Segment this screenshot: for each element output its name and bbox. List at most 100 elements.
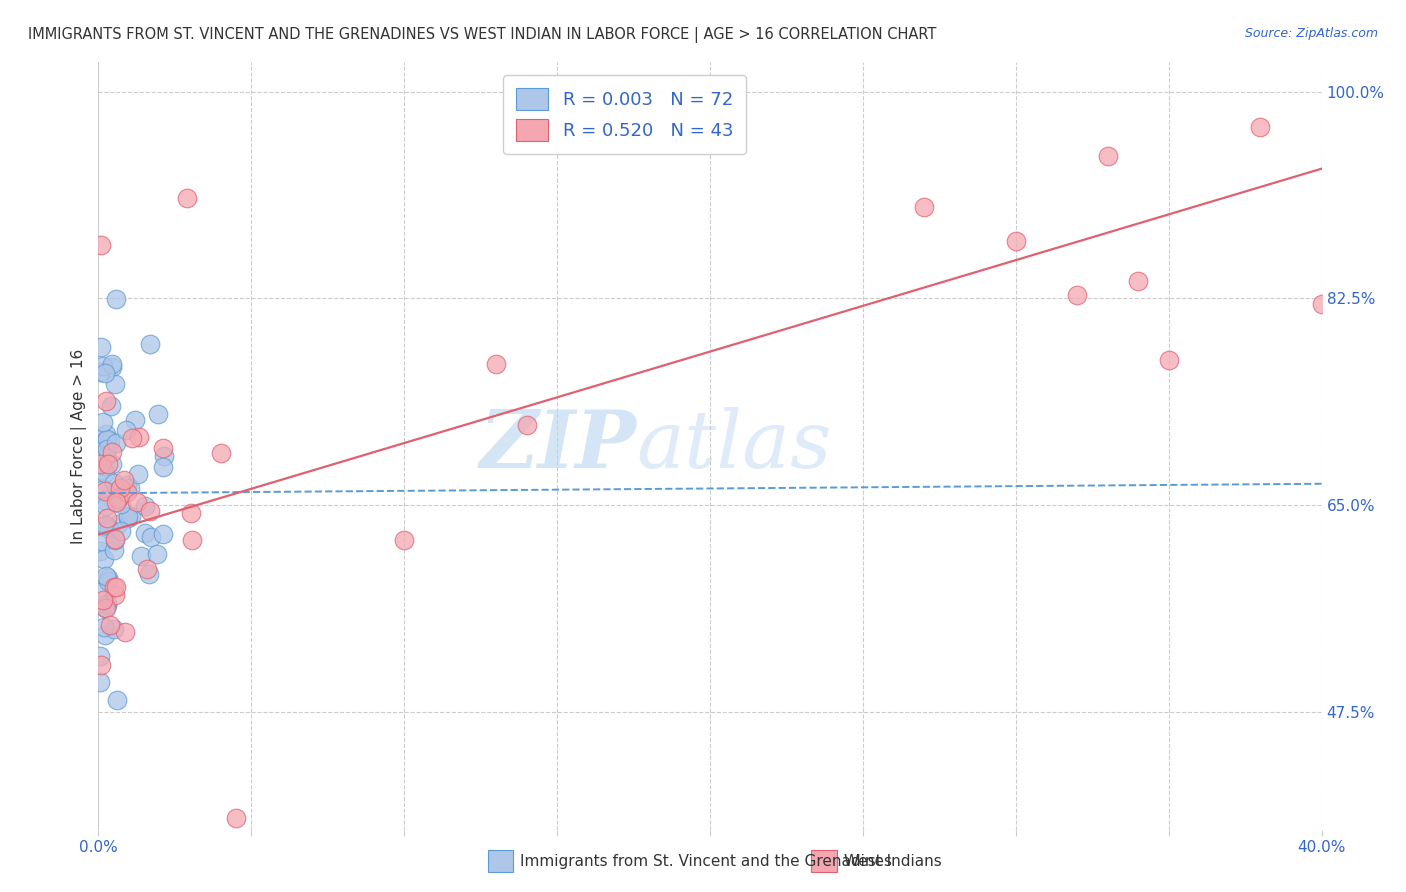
- Point: [96, 442, 118, 456]
- Point: [98, 434, 121, 449]
- Point: [138, 504, 160, 518]
- Point: [114, 625, 136, 640]
- Point: [209, 446, 232, 460]
- Point: [94, 427, 117, 442]
- Point: [94, 484, 117, 499]
- Text: IMMIGRANTS FROM ST. VINCENT AND THE GRENADINES VS WEST INDIAN IN LABOR FORCE | A: IMMIGRANTS FROM ST. VINCENT AND THE GREN…: [28, 27, 936, 43]
- Point: [89, 365, 111, 379]
- Point: [125, 494, 148, 508]
- Point: [115, 423, 138, 437]
- Point: [100, 458, 122, 472]
- Point: [94, 628, 117, 642]
- Point: [103, 622, 125, 636]
- Point: [134, 499, 156, 513]
- Point: [105, 692, 128, 706]
- Point: [94, 601, 117, 615]
- Point: [180, 507, 202, 521]
- Point: [96, 432, 118, 446]
- Point: [96, 499, 118, 513]
- Point: [97, 574, 120, 588]
- Point: [93, 620, 115, 634]
- Point: [90, 238, 112, 252]
- Point: [117, 509, 139, 524]
- Point: [91, 415, 114, 429]
- Point: [101, 444, 124, 458]
- Text: atlas: atlas: [637, 408, 832, 484]
- Point: [181, 533, 204, 548]
- Point: [101, 357, 124, 371]
- Point: [146, 407, 169, 421]
- Point: [152, 441, 174, 455]
- Point: [94, 433, 117, 447]
- Legend: R = 0.003   N = 72, R = 0.520   N = 43: R = 0.003 N = 72, R = 0.520 N = 43: [503, 75, 745, 153]
- Point: [1066, 288, 1088, 302]
- Point: [1157, 352, 1180, 367]
- Point: [104, 588, 127, 602]
- Point: [96, 598, 118, 612]
- Point: [516, 417, 538, 432]
- Point: [96, 601, 118, 615]
- Point: [94, 393, 117, 408]
- Point: [91, 359, 114, 373]
- Point: [134, 526, 156, 541]
- Point: [485, 357, 508, 371]
- Point: [225, 811, 247, 825]
- Point: [89, 585, 111, 599]
- Point: [97, 571, 120, 585]
- Point: [93, 551, 115, 566]
- Text: West Indians: West Indians: [844, 854, 942, 869]
- Point: [93, 458, 115, 473]
- Point: [392, 533, 416, 547]
- Point: [101, 359, 124, 374]
- Point: [146, 547, 169, 561]
- Point: [110, 497, 132, 511]
- Point: [94, 568, 117, 582]
- Point: [94, 466, 117, 480]
- Point: [93, 493, 115, 508]
- Point: [1310, 297, 1333, 311]
- Point: [100, 399, 122, 413]
- Point: [176, 191, 198, 205]
- Point: [93, 483, 115, 497]
- Point: [107, 517, 129, 532]
- Point: [103, 475, 125, 490]
- Point: [103, 542, 125, 557]
- Text: ZIP: ZIP: [479, 408, 637, 484]
- Point: [96, 511, 118, 525]
- Point: [139, 337, 162, 351]
- Point: [97, 457, 120, 471]
- Y-axis label: In Labor Force | Age > 16: In Labor Force | Age > 16: [72, 349, 87, 543]
- Point: [128, 430, 150, 444]
- Point: [112, 473, 135, 487]
- Point: [94, 517, 117, 532]
- Point: [94, 449, 117, 463]
- Point: [115, 485, 138, 500]
- Point: [127, 467, 149, 481]
- Point: [1097, 149, 1119, 163]
- Point: [138, 566, 160, 581]
- Point: [124, 413, 146, 427]
- Point: [117, 478, 139, 492]
- Point: [90, 463, 112, 477]
- Point: [89, 544, 111, 558]
- Point: [153, 449, 176, 463]
- Point: [107, 492, 129, 507]
- Point: [1128, 274, 1150, 288]
- Point: [117, 511, 139, 525]
- Point: [912, 200, 935, 214]
- Point: [94, 366, 117, 380]
- Point: [96, 597, 118, 611]
- Point: [91, 518, 114, 533]
- Point: [152, 526, 174, 541]
- Point: [139, 530, 162, 544]
- Text: Immigrants from St. Vincent and the Grenadines: Immigrants from St. Vincent and the Gren…: [520, 854, 893, 869]
- Point: [105, 435, 128, 450]
- Point: [91, 592, 114, 607]
- Point: [107, 490, 129, 504]
- Point: [104, 580, 127, 594]
- Point: [89, 675, 111, 690]
- Point: [103, 580, 125, 594]
- Point: [104, 533, 127, 547]
- Text: Source: ZipAtlas.com: Source: ZipAtlas.com: [1244, 27, 1378, 40]
- Point: [136, 562, 159, 576]
